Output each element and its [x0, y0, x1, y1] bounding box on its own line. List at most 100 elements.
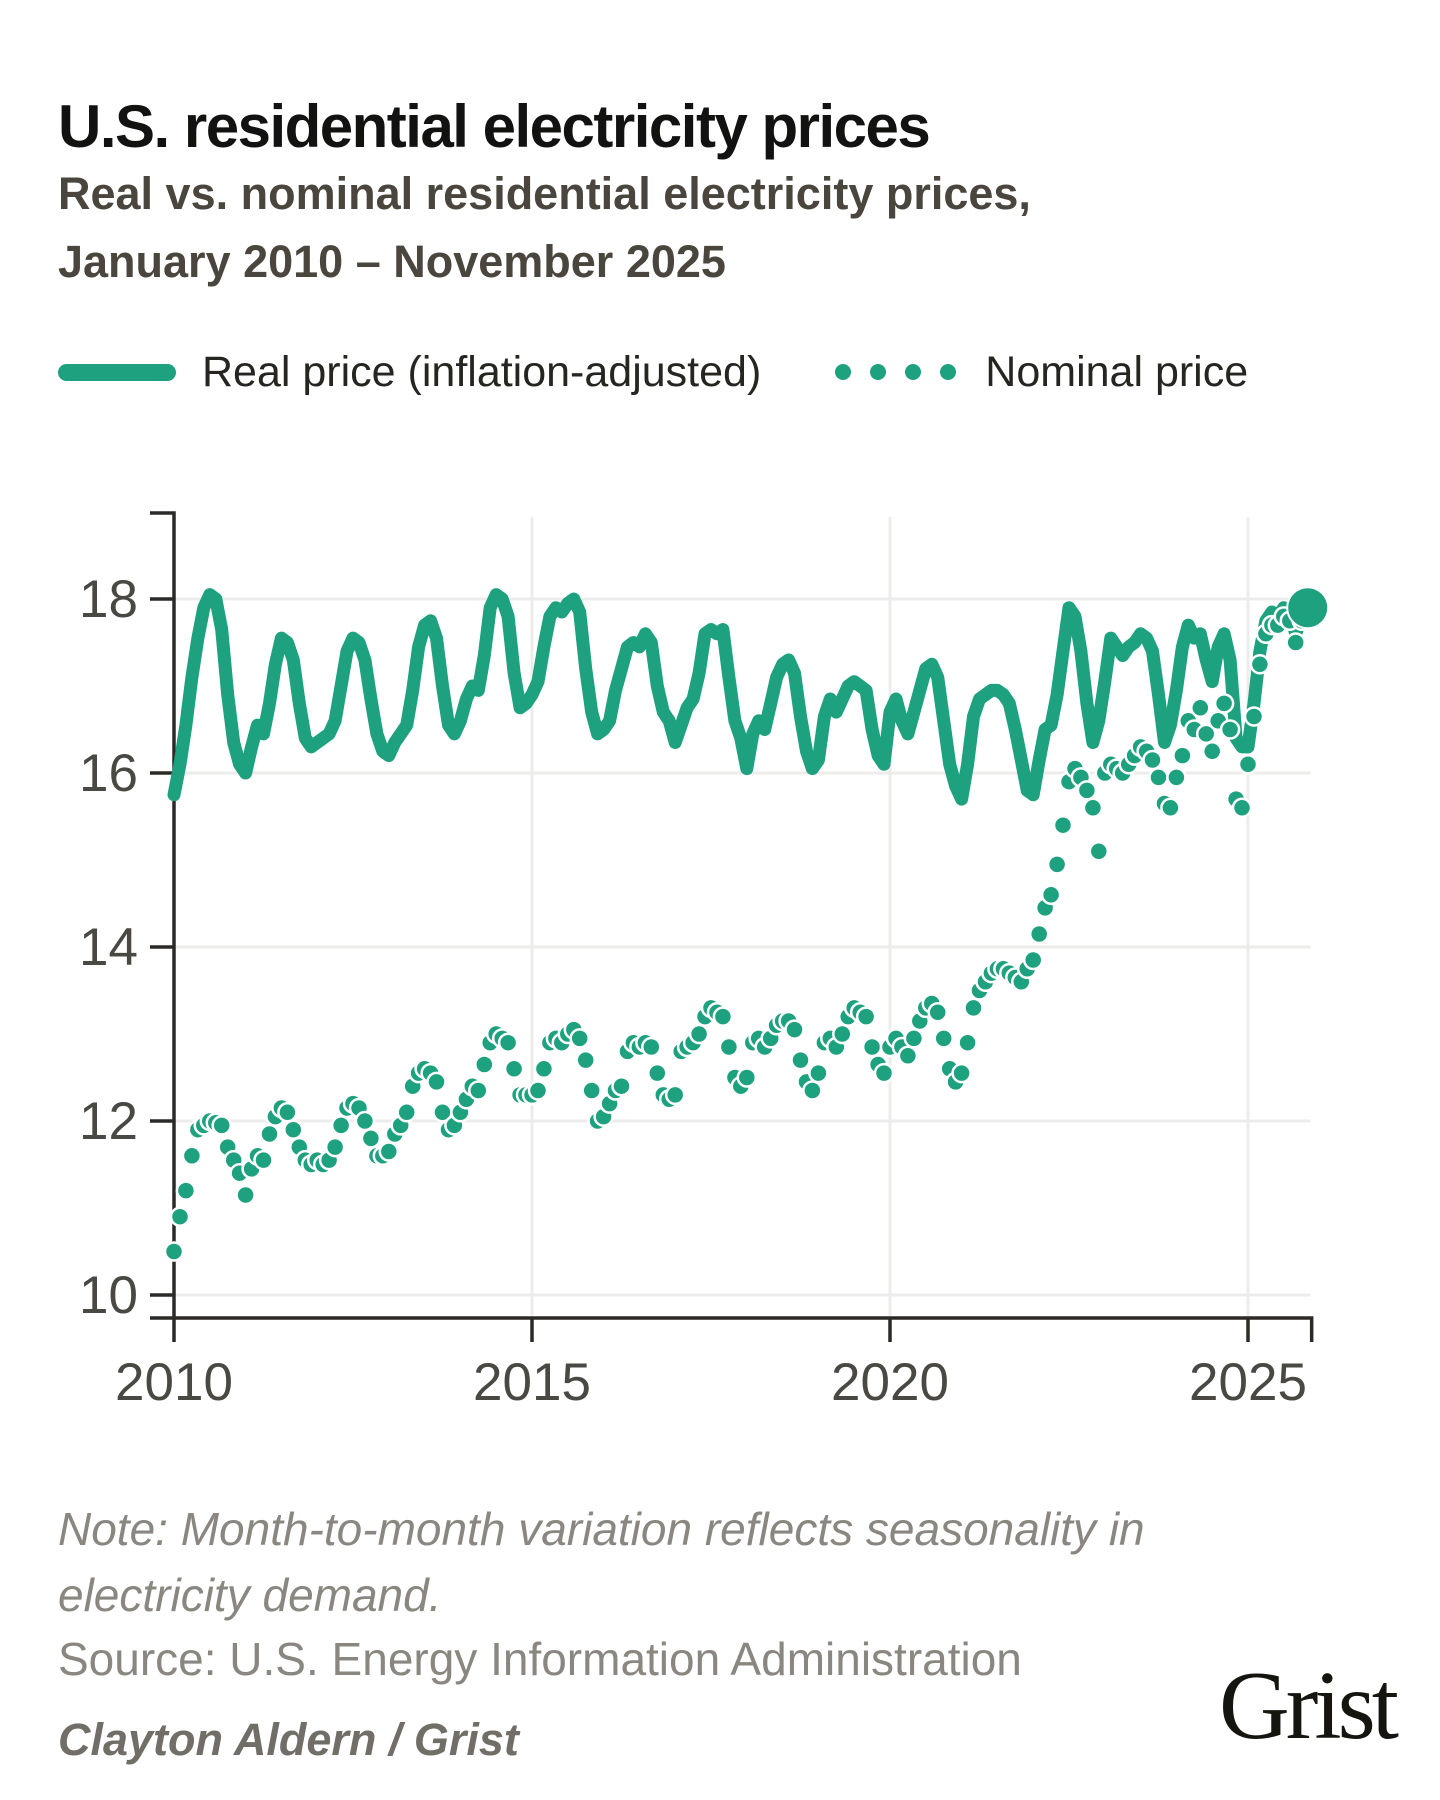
nominal-price-dot: [253, 1149, 274, 1171]
chart-subtitle: Real vs. nominal residential electricity…: [58, 160, 1031, 296]
legend: Real price (inflation-adjusted) Nominal …: [58, 344, 1248, 400]
nominal-price-dot: [581, 1080, 602, 1101]
legend-real-label: Real price (inflation-adjusted): [202, 347, 762, 396]
nominal-price-dot: [211, 1115, 232, 1136]
nominal-price-dot: [235, 1184, 256, 1206]
latest-value-dot: [1286, 586, 1330, 630]
nominal-price-dot: [855, 1006, 877, 1027]
nominal-price-dot: [1160, 797, 1181, 819]
nominal-price-dots: [163, 597, 1318, 1262]
nominal-price-dot: [1190, 697, 1211, 719]
nominal-price-dot: [360, 1128, 382, 1149]
nominal-price-dot: [641, 1036, 662, 1058]
nominal-price-dot: [468, 1080, 489, 1101]
nominal-price-dot: [664, 1084, 686, 1106]
nominal-price-dot: [259, 1123, 280, 1145]
x-axis-tick-label: 2015: [473, 1353, 591, 1412]
nominal-price-dot: [832, 1023, 853, 1045]
real-price-line: [167, 588, 1315, 806]
nominal-price-dot: [1237, 754, 1259, 775]
y-axis-tick-label: 10: [79, 1266, 138, 1325]
nominal-price-dot: [647, 1062, 668, 1084]
nominal-price-dot: [790, 1049, 811, 1071]
nominal-price-dot: [324, 1136, 346, 1158]
nominal-price-dot: [784, 1019, 805, 1040]
nominal-price-dot: [1040, 884, 1062, 906]
nominal-price-dot: [277, 1102, 298, 1123]
page-title: U.S. residential electricity prices: [58, 93, 931, 161]
legend-dot-icon: [905, 364, 922, 380]
nominal-price-dot: [527, 1080, 549, 1101]
nominal-price-dot: [1172, 745, 1193, 766]
y-axis: [150, 511, 176, 1320]
chart-subtitle-line2: January 2010 – November 2025: [58, 236, 726, 287]
nominal-price-dot: [175, 1180, 197, 1201]
nominal-price-dot: [169, 1206, 191, 1227]
nominal-price-dot: [1213, 693, 1235, 714]
nominal-price-dot: [861, 1036, 883, 1058]
nominal-price-dot: [575, 1049, 596, 1071]
nominal-price-dot: [1046, 854, 1068, 875]
axes: [150, 511, 1314, 1342]
nominal-price-dot: [951, 1062, 972, 1084]
nominal-price-dot: [569, 1028, 590, 1049]
nominal-price-dot: [283, 1119, 304, 1140]
nominal-price-dot: [1022, 949, 1044, 971]
legend-nominal-label: Nominal price: [985, 347, 1249, 396]
nominal-price-dot: [688, 1023, 710, 1045]
nominal-price-dot: [181, 1145, 203, 1167]
nominal-price-dot: [897, 1045, 919, 1067]
legend-dot-icon: [835, 364, 852, 380]
nominal-price-dot: [1219, 719, 1241, 740]
chart-source: Source: U.S. Energy Information Administ…: [58, 1633, 1022, 1685]
nominal-price-dot: [1249, 654, 1271, 675]
y-axis-tick-label: 14: [79, 918, 138, 977]
nominal-price-dot: [1088, 841, 1110, 862]
nominal-price-dot: [736, 1067, 758, 1088]
nominal-price-dot: [1142, 749, 1163, 771]
nominal-price-dot: [802, 1080, 823, 1101]
grist-logo: Grist: [1219, 1652, 1399, 1760]
nominal-price-dot: [873, 1062, 895, 1084]
nominal-price-dot: [933, 1028, 954, 1049]
nominal-price-dot: [1166, 767, 1187, 788]
nominal-price-dot: [330, 1115, 352, 1136]
legend-nominal-dots-swatch: [835, 364, 975, 380]
nominal-price-dot: [1082, 797, 1104, 819]
nominal-price-dot: [712, 1006, 734, 1027]
nominal-price-dot: [1052, 814, 1074, 836]
nominal-price-dot: [1076, 780, 1098, 801]
y-axis-tick-label: 18: [79, 570, 138, 629]
chart-note-line2: electricity demand.: [58, 1569, 442, 1621]
y-axis-tick-label: 12: [79, 1092, 138, 1151]
nominal-price-dot: [718, 1036, 740, 1058]
nominal-price-dot: [963, 997, 984, 1019]
nominal-price-dot: [927, 1002, 948, 1023]
nominal-price-dot: [378, 1141, 400, 1162]
nominal-price-dot: [1028, 923, 1050, 945]
nominal-price-dot: [957, 1032, 978, 1053]
nominal-price-dot: [903, 1028, 925, 1049]
x-axis: [174, 1316, 1314, 1342]
chart-note-line1: Note: Month-to-month variation reflects …: [58, 1503, 1145, 1555]
nominal-price-dot: [1231, 797, 1253, 819]
nominal-price-dot: [611, 1075, 632, 1097]
chart-subtitle-line1: Real vs. nominal residential electricity…: [58, 168, 1031, 219]
nominal-price-dot: [474, 1054, 495, 1075]
nominal-price-dot: [1148, 767, 1169, 788]
y-axis-tick-label: 16: [79, 744, 138, 803]
nominal-price-dot: [808, 1062, 829, 1084]
nominal-price-dot: [354, 1110, 376, 1132]
legend-dot-icon: [940, 364, 957, 380]
x-axis-tick-label: 2020: [831, 1353, 949, 1412]
nominal-price-dot: [497, 1032, 519, 1053]
chart-credit: Clayton Aldern / Grist: [58, 1714, 519, 1765]
legend-real-line-swatch: [58, 363, 176, 381]
nominal-price-dot: [1195, 723, 1217, 745]
axis-labels: 10 12 14 16 18 2010 2015 2020 2025: [79, 570, 1307, 1412]
chart-note: Note: Month-to-month variation reflects …: [58, 1496, 1145, 1628]
nominal-price-dot: [533, 1058, 555, 1080]
legend-dot-icon: [870, 364, 887, 380]
